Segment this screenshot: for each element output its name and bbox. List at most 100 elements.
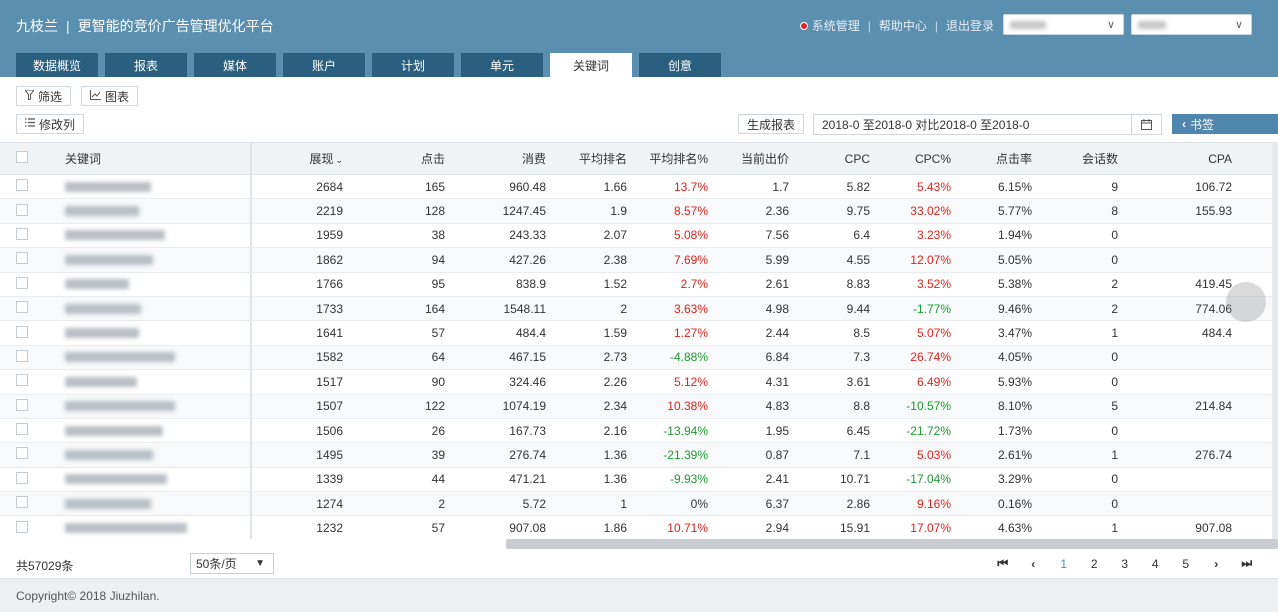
user-select[interactable]: ∨: [1131, 14, 1252, 35]
cell-clicks: 64: [431, 350, 445, 365]
tab-plans[interactable]: 计划: [372, 53, 454, 77]
cell-ctr: 4.63%: [997, 521, 1032, 536]
cell-avg-rank-pct: 3.63%: [673, 301, 708, 316]
horizontal-scrollbar[interactable]: [506, 539, 1278, 549]
page-5[interactable]: 5: [1182, 556, 1190, 571]
nav-system-admin[interactable]: 系统管理: [811, 19, 860, 33]
keyword-cell[interactable]: [44, 175, 252, 199]
col-clicks[interactable]: 点击: [420, 152, 445, 166]
prev-page-icon[interactable]: ‹: [1031, 556, 1036, 571]
col-cpc[interactable]: CPC: [844, 151, 870, 166]
tab-media[interactable]: 媒体: [194, 53, 276, 77]
row-checkbox[interactable]: [16, 276, 28, 289]
tab-keywords[interactable]: 关键词: [550, 53, 632, 77]
row-checkbox[interactable]: [16, 227, 28, 240]
cell-ctr: 5.05%: [997, 252, 1032, 267]
col-keyword[interactable]: 关键词: [44, 143, 252, 174]
page-size-select[interactable]: 50条/页 ▼: [190, 553, 274, 574]
table-row[interactable]: 1959 38 243.33 2.07 5.08% 7.56 6.4 3.23% 1.94% 0: [0, 223, 1278, 249]
page-3[interactable]: 3: [1121, 556, 1129, 571]
row-checkbox[interactable]: [16, 179, 28, 192]
row-checkbox[interactable]: [16, 374, 28, 387]
next-page-icon[interactable]: ›: [1214, 556, 1219, 571]
keyword-cell[interactable]: [44, 199, 252, 223]
date-range-picker[interactable]: 2018-0 至2018-0 对比2018-0 至2018-0: [813, 114, 1162, 135]
page-2[interactable]: 2: [1090, 556, 1098, 571]
chart-button[interactable]: 图表: [81, 86, 139, 106]
row-checkbox[interactable]: [16, 471, 28, 484]
row-checkbox[interactable]: [16, 203, 28, 216]
row-checkbox[interactable]: [16, 349, 28, 362]
keyword-cell[interactable]: [44, 248, 252, 272]
vertical-scrollbar[interactable]: [1272, 142, 1278, 539]
tab-overview[interactable]: 数据概览: [16, 53, 98, 77]
col-cpa[interactable]: CPA: [1208, 151, 1232, 166]
table-row[interactable]: 1339 44 471.21 1.36 -9.93% 2.41 10.71 -17.04% 3.…: [0, 467, 1278, 493]
tab-units[interactable]: 单元: [461, 53, 543, 77]
row-checkbox[interactable]: [16, 325, 28, 338]
tab-reports[interactable]: 报表: [105, 53, 187, 77]
row-checkbox[interactable]: [16, 520, 28, 533]
table-row[interactable]: 1495 39 276.74 1.36 -21.39% 0.87 7.1 5.03% 2.61%…: [0, 443, 1278, 468]
tab-creatives[interactable]: 创意: [639, 53, 721, 77]
col-sessions[interactable]: 会话数: [1081, 152, 1118, 166]
nav-help-center[interactable]: 帮助中心: [878, 19, 927, 33]
keyword-cell[interactable]: [44, 492, 252, 516]
table-row[interactable]: 1766 95 838.9 1.52 2.7% 2.61 8.83 3.52% 5.38% 2 41…: [0, 272, 1278, 297]
keyword-cell[interactable]: [44, 516, 252, 539]
table-row[interactable]: 1517 90 324.46 2.26 5.12% 4.31 3.61 6.49% 5.93% 0: [0, 370, 1278, 395]
keyword-cell[interactable]: [44, 370, 252, 394]
page-1[interactable]: 1: [1060, 556, 1068, 571]
cell-avg-rank-pct: 5.08%: [673, 228, 708, 243]
col-bid[interactable]: 当前出价: [740, 152, 789, 166]
keyword-cell[interactable]: [44, 418, 252, 443]
table-row[interactable]: 2684 165 960.48 1.66 13.7% 1.7 5.82 5.43% 6.15% 9…: [0, 175, 1278, 200]
keyword-cell[interactable]: [44, 443, 252, 467]
table-row[interactable]: 1232 57 907.08 1.86 10.71% 2.94 15.91 17.07% 4.6…: [0, 516, 1278, 539]
col-ctr[interactable]: 点击率: [995, 152, 1032, 166]
table-row[interactable]: 1862 94 427.26 2.38 7.69% 5.99 4.55 12.07% 5.05%…: [0, 248, 1278, 273]
tab-accounts[interactable]: 账户: [283, 53, 365, 77]
floating-action-button[interactable]: [1226, 282, 1266, 322]
page-4[interactable]: 4: [1151, 556, 1159, 571]
col-impressions[interactable]: 展现 ⌄: [252, 150, 343, 167]
keyword-cell[interactable]: [44, 321, 252, 345]
edit-columns-button[interactable]: 修改列: [16, 114, 85, 134]
row-checkbox[interactable]: [16, 301, 28, 314]
table-row[interactable]: 1507 122 1074.19 2.34 10.38% 4.83 8.8 -10.57% 8.…: [0, 394, 1278, 419]
generate-report-button[interactable]: 生成报表: [738, 114, 805, 134]
table-row[interactable]: 1641 57 484.4 1.59 1.27% 2.44 8.5 5.07% 3.47% 1 48…: [0, 321, 1278, 346]
cell-impressions: 1733: [316, 301, 343, 316]
last-page-icon[interactable]: ⏭: [1241, 556, 1253, 570]
bookmark-button[interactable]: ‹ 书签: [1172, 114, 1278, 134]
row-checkbox-cell: [0, 227, 44, 243]
keyword-cell[interactable]: [44, 467, 252, 492]
keyword-cell[interactable]: [44, 272, 252, 296]
keyword-cell[interactable]: [44, 296, 252, 321]
row-checkbox[interactable]: [16, 496, 28, 509]
table-row[interactable]: 2219 128 1247.45 1.9 8.57% 2.36 9.75 33.02% 5.77…: [0, 199, 1278, 224]
table-row[interactable]: 1274 2 5.72 1 0% 6.37 2.86 9.16% 0.16% 0: [0, 492, 1278, 517]
keyword-cell[interactable]: [44, 223, 252, 248]
col-cost[interactable]: 消费: [521, 152, 546, 166]
keyword-cell[interactable]: [44, 394, 252, 418]
nav-logout[interactable]: 退出登录: [945, 19, 994, 33]
row-checkbox[interactable]: [16, 423, 28, 436]
col-avg-rank[interactable]: 平均排名: [578, 152, 627, 166]
calendar-icon[interactable]: [1131, 115, 1161, 134]
cell-clicks: 26: [431, 423, 445, 438]
row-checkbox[interactable]: [16, 252, 28, 265]
account-select[interactable]: ∨: [1003, 14, 1124, 35]
keyword-cell[interactable]: [44, 345, 252, 370]
col-avg-rank-pct[interactable]: 平均排名%: [649, 152, 708, 166]
select-all-checkbox[interactable]: [16, 151, 28, 163]
row-checkbox[interactable]: [16, 398, 28, 411]
row-checkbox[interactable]: [16, 447, 28, 460]
table-row[interactable]: 1733 164 1548.11 2 3.63% 4.98 9.44 -1.77% 9.46% 2…: [0, 296, 1278, 322]
table-row[interactable]: 1582 64 467.15 2.73 -4.88% 6.84 7.3 26.74% 4.05%…: [0, 345, 1278, 371]
col-cpc-pct[interactable]: CPC%: [914, 151, 951, 166]
table-row[interactable]: 1506 26 167.73 2.16 -13.94% 1.95 6.45 -21.72% 1.…: [0, 418, 1278, 444]
col-impressions-label: 展现: [309, 152, 334, 166]
first-page-icon[interactable]: ⏮: [997, 556, 1009, 570]
filter-button[interactable]: 筛选: [16, 86, 72, 106]
